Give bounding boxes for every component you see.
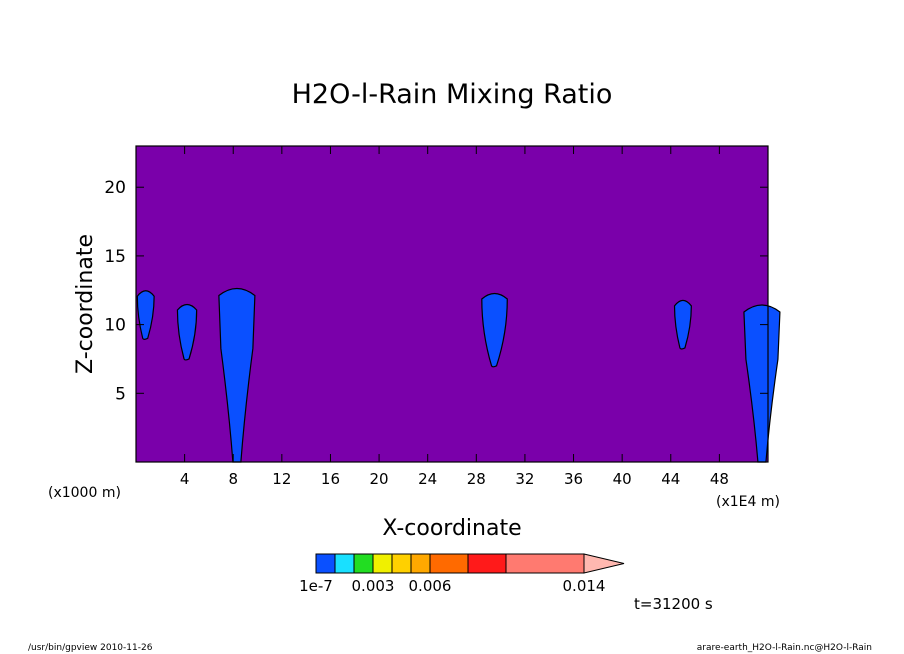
footer-right: arare-earth_H2O-l-Rain.nc@H2O-l-Rain — [697, 643, 872, 653]
colorbar-swatch — [315, 553, 336, 574]
rain-region-6 — [743, 304, 781, 463]
x-tick-label: 32 — [515, 470, 534, 488]
chart-title: H2O-l-Rain Mixing Ratio — [292, 79, 613, 110]
rain-region-2 — [176, 303, 198, 361]
plot-frame — [135, 145, 769, 463]
colorbar: 1e-7 0.003 0.006 0.014 — [299, 553, 625, 595]
colorbar-swatch — [467, 553, 507, 574]
y-tick-label: 15 — [104, 247, 126, 267]
y-tick-label: 20 — [104, 178, 126, 198]
y-tick-label: 5 — [115, 384, 126, 404]
x-tick-label: 24 — [418, 470, 437, 488]
colorbar-swatch — [372, 553, 393, 574]
colorbar-label: 0.003 — [352, 577, 395, 595]
x-tick-label: 8 — [228, 470, 238, 488]
colorbar-swatch — [353, 553, 374, 574]
x-tick-label: 36 — [564, 470, 583, 488]
colorbar-swatch — [391, 553, 412, 574]
x-unit-right: (x1E4 m) — [716, 494, 780, 510]
x-axis-label: X-coordinate — [382, 516, 521, 541]
colorbar-extension — [583, 553, 625, 574]
colorbar-swatch — [505, 553, 585, 574]
rain-region-4 — [481, 292, 508, 368]
y-axis-label: Z-coordinate — [73, 234, 98, 374]
x-tick-label: 20 — [370, 470, 389, 488]
colorbar-label: 1e-7 — [299, 577, 333, 595]
x-tick-label: 4 — [180, 470, 190, 488]
colorbar-swatch — [334, 553, 355, 574]
rain-region-3 — [218, 287, 256, 463]
x-unit-left: (x1000 m) — [48, 485, 121, 501]
x-tick-label: 12 — [272, 470, 291, 488]
x-tick-label: 16 — [321, 470, 340, 488]
rain-region-1 — [136, 290, 155, 340]
colorbar-swatch — [429, 553, 469, 574]
colorbar-label: 0.014 — [563, 577, 606, 595]
colorbar-swatch — [410, 553, 431, 574]
x-tick-label: 40 — [613, 470, 632, 488]
y-tick-label: 10 — [104, 316, 126, 336]
footer-left: /usr/bin/gpview 2010-11-26 — [28, 643, 153, 653]
colorbar-label: 0.006 — [409, 577, 452, 595]
rain-region-5 — [673, 299, 692, 350]
x-tick-label: 28 — [467, 470, 486, 488]
time-label: t=31200 s — [634, 595, 713, 613]
x-tick-label: 48 — [710, 470, 729, 488]
x-tick-label: 44 — [661, 470, 680, 488]
